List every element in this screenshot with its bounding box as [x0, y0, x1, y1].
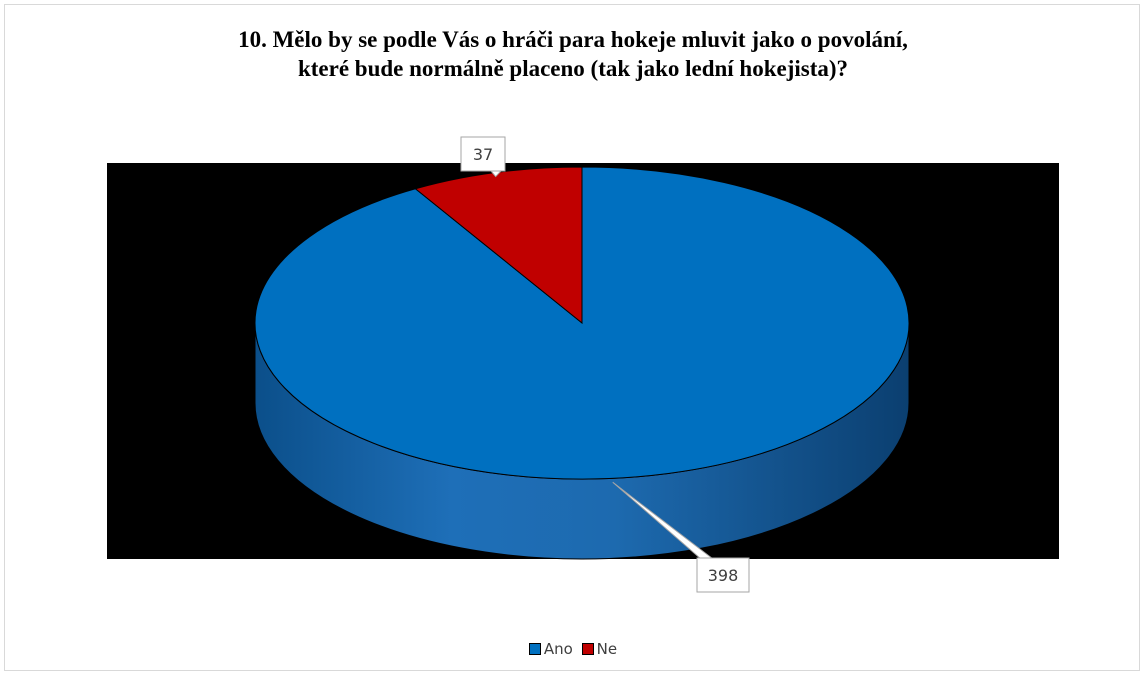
legend-swatch-ne — [581, 642, 594, 655]
legend-item-ne: Ne — [581, 639, 618, 658]
legend: Ano Ne — [5, 639, 1141, 658]
legend-label-ano: Ano — [543, 639, 573, 658]
label-layer: 398 37 — [460, 136, 750, 593]
chart-title-line-2: které bude normálně placeno (tak jako le… — [297, 56, 849, 81]
data-label-text: 37 — [473, 145, 493, 164]
chart-area: 10. Mělo by se podle Vás o hráči para ho… — [4, 4, 1140, 671]
chart-title: 10. Mělo by se podle Vás o hráči para ho… — [5, 25, 1141, 83]
data-label-text: 398 — [708, 566, 739, 585]
legend-swatch-ano — [528, 642, 541, 655]
chart-title-line-1: 10. Mělo by se podle Vás o hráči para ho… — [238, 27, 908, 52]
legend-item-ano: Ano — [528, 639, 573, 658]
pie-chart: 398 37 — [107, 136, 1059, 593]
data-label-ano: 398 — [612, 481, 750, 593]
data-label-ne: 37 — [460, 136, 506, 178]
legend-label-ne: Ne — [596, 639, 618, 658]
data-label-box — [460, 136, 506, 172]
pie-layer — [254, 166, 910, 560]
data-label-box — [696, 557, 750, 593]
